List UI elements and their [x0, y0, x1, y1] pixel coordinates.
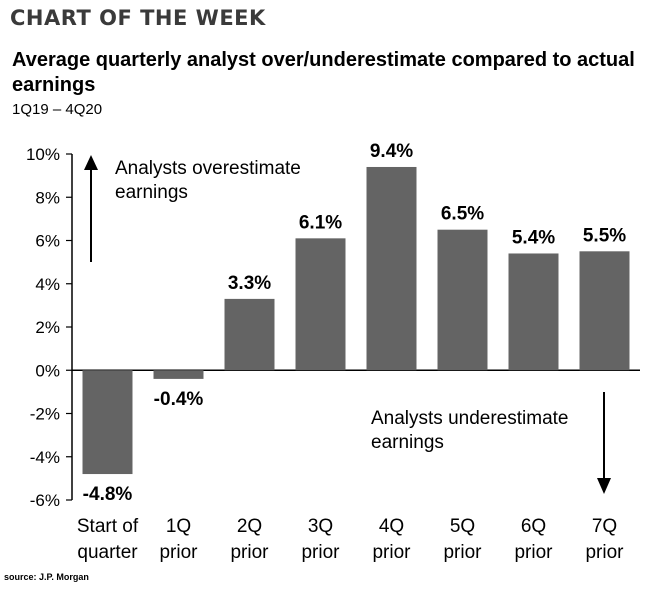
- category-label-line: 5Q: [450, 516, 475, 537]
- bar: [437, 229, 488, 371]
- category-label-line: Start of: [77, 516, 139, 537]
- up-arrow-head: [84, 155, 98, 170]
- bar: [579, 251, 630, 371]
- bar: [82, 370, 133, 475]
- bars: [82, 166, 630, 475]
- category-label-line: prior: [301, 542, 340, 563]
- y-tick-label: 8%: [35, 188, 60, 207]
- category-label-line: 6Q: [521, 516, 546, 537]
- category-labels: Start of quarter 1Q prior 2Q prior 3Q prior 4Q pr…: [77, 516, 624, 563]
- annotation-line: Analysts overestimate: [115, 158, 301, 179]
- category-label: 4Q prior: [372, 516, 411, 563]
- category-label-line: 3Q: [308, 516, 333, 537]
- underestimate-annotation: Analysts underestimate earnings: [371, 408, 569, 453]
- category-label-line: 4Q: [379, 516, 404, 537]
- y-tick-label: -4%: [30, 448, 60, 467]
- chart-title: Average quarterly analyst over/underesti…: [12, 49, 635, 96]
- category-label: 7Q prior: [585, 516, 624, 563]
- category-label: 6Q prior: [514, 516, 553, 563]
- data-label: 5.4%: [512, 227, 555, 248]
- data-label: 6.1%: [299, 212, 342, 233]
- category-label-line: prior: [514, 542, 553, 563]
- category-label-line: quarter: [77, 542, 138, 563]
- y-tick-label: 10%: [26, 145, 60, 164]
- bar: [153, 370, 204, 379]
- data-label: 3.3%: [228, 273, 271, 294]
- data-label: -4.8%: [83, 484, 133, 505]
- data-label: 9.4%: [370, 141, 413, 162]
- bar: [508, 253, 559, 371]
- data-label: 5.5%: [583, 225, 626, 246]
- annotation-line: Analysts underestimate: [371, 408, 569, 429]
- y-tick-label: 2%: [35, 318, 60, 337]
- category-label-line: prior: [443, 542, 482, 563]
- category-label: 5Q prior: [443, 516, 482, 563]
- category-label-line: prior: [372, 542, 411, 563]
- annotation-line: earnings: [371, 432, 444, 453]
- y-tick-label: -6%: [30, 491, 60, 510]
- category-label: 3Q prior: [301, 516, 340, 563]
- category-label: 1Q prior: [159, 516, 198, 563]
- chart-of-the-week-header: CHART OF THE WEEK: [10, 6, 266, 30]
- bar: [295, 238, 346, 371]
- bar: [224, 298, 275, 371]
- data-label: 6.5%: [441, 204, 484, 225]
- source-note: source: J.P. Morgan: [4, 572, 89, 582]
- overestimate-annotation: Analysts overestimate earnings: [115, 158, 301, 203]
- y-tick-label: -2%: [30, 405, 60, 424]
- category-label: 2Q prior: [230, 516, 269, 563]
- data-label: -0.4%: [154, 389, 204, 410]
- y-tick-label: 4%: [35, 275, 60, 294]
- category-label-line: 1Q: [166, 516, 191, 537]
- bar: [366, 166, 417, 371]
- category-label-line: prior: [585, 542, 624, 563]
- data-labels: -4.8% -0.4% 3.3% 6.1% 9.4% 6.5% 5.4% 5.5%: [83, 141, 627, 505]
- y-tick-label: 6%: [35, 232, 60, 251]
- category-label-line: prior: [159, 542, 198, 563]
- category-label-line: 7Q: [592, 516, 617, 537]
- category-label-line: prior: [230, 542, 269, 563]
- chart-subtitle: 1Q19 – 4Q20: [12, 101, 103, 118]
- down-arrow-head: [597, 478, 611, 494]
- category-label: Start of quarter: [77, 516, 139, 563]
- category-label-line: 2Q: [237, 516, 262, 537]
- y-tick-label: 0%: [35, 361, 60, 380]
- y-axis: 10% 8% 6% 4% 2% 0% -2% -4% -6%: [26, 145, 640, 510]
- annotation-line: earnings: [115, 182, 188, 203]
